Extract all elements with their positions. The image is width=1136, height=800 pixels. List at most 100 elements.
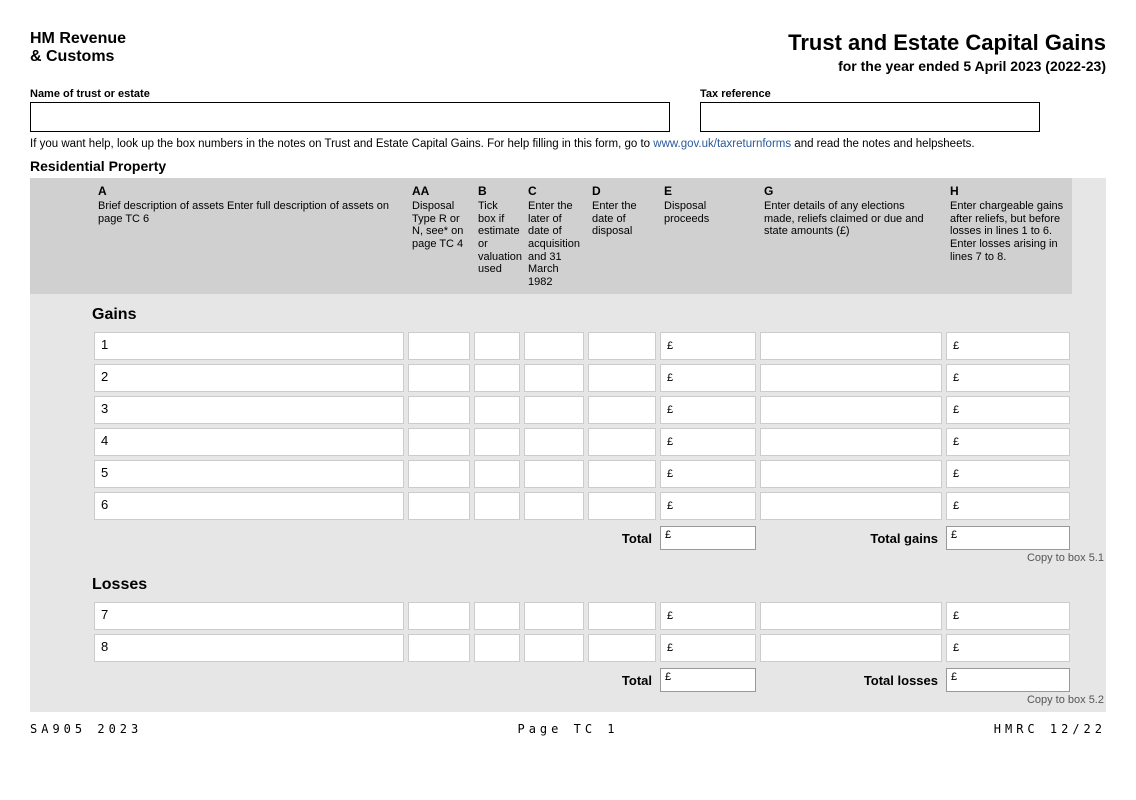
cell-e[interactable]: £ [660,460,756,488]
col-b-header: B Tick box if estimate or valuation used [472,178,522,294]
cell-d[interactable] [588,396,656,424]
cell-aa[interactable] [408,634,470,662]
col-h-header: H Enter chargeable gains after reliefs, … [944,178,1072,294]
losses-label: Losses [92,564,147,600]
cell-a[interactable]: 1 [94,332,404,360]
table-row: 8 £ £ [30,632,1106,664]
col-c-header: C Enter the later of date of acquisition… [522,178,586,294]
col-aa-header: AA Disposal Type R or N, see* on page TC… [406,178,472,294]
cell-h[interactable]: £ [946,332,1070,360]
cell-g[interactable] [760,364,942,392]
cell-b[interactable] [474,332,520,360]
cell-aa[interactable] [408,364,470,392]
gains-label: Gains [92,294,136,330]
gains-total-h-input[interactable]: £ [946,526,1070,550]
hmrc-logo-text: HM Revenue & Customs [30,30,126,67]
cell-a[interactable]: 2 [94,364,404,392]
cell-h[interactable]: £ [946,634,1070,662]
table-row: 6 £ £ [30,490,1106,522]
cell-d[interactable] [588,364,656,392]
col-e-header: E Disposal proceeds [658,178,758,294]
cell-aa[interactable] [408,332,470,360]
page-subtitle: for the year ended 5 April 2023 (2022-23… [788,58,1106,74]
cell-a[interactable]: 4 [94,428,404,456]
cell-a[interactable]: 3 [94,396,404,424]
cell-d[interactable] [588,460,656,488]
cell-h[interactable]: £ [946,492,1070,520]
table-row: 5 £ £ [30,458,1106,490]
cell-b[interactable] [474,492,520,520]
cell-d[interactable] [588,492,656,520]
cell-g[interactable] [760,332,942,360]
cell-c[interactable] [524,332,584,360]
cell-e[interactable]: £ [660,602,756,630]
footer-right: HMRC 12/22 [994,722,1106,736]
gains-copy-note: Copy to box 5.1 [978,550,1106,564]
cell-c[interactable] [524,492,584,520]
cell-h[interactable]: £ [946,364,1070,392]
cell-h[interactable]: £ [946,428,1070,456]
help-url[interactable]: www.gov.uk/taxreturnforms [653,138,791,150]
losses-copy-note: Copy to box 5.2 [978,692,1106,706]
footer-left: SA905 2023 [30,722,142,736]
cell-e[interactable]: £ [660,364,756,392]
table-row: 3 £ £ [30,394,1106,426]
cell-e[interactable]: £ [660,428,756,456]
gains-total-e-input[interactable]: £ [660,526,756,550]
cell-aa[interactable] [408,428,470,456]
cell-c[interactable] [524,364,584,392]
losses-total-h-input[interactable]: £ [946,668,1070,692]
cell-g[interactable] [760,602,942,630]
cell-b[interactable] [474,396,520,424]
page-header: HM Revenue & Customs Trust and Estate Ca… [30,30,1106,74]
title-block: Trust and Estate Capital Gains for the y… [788,30,1106,74]
cell-c[interactable] [524,460,584,488]
table-row: 1 £ £ [30,330,1106,362]
cell-b[interactable] [474,460,520,488]
cell-a[interactable]: 8 [94,634,404,662]
losses-total-e-input[interactable]: £ [660,668,756,692]
cell-c[interactable] [524,396,584,424]
cell-c[interactable] [524,428,584,456]
cell-c[interactable] [524,634,584,662]
ref-input[interactable] [700,102,1040,132]
cell-b[interactable] [474,364,520,392]
cell-d[interactable] [588,332,656,360]
cell-aa[interactable] [408,492,470,520]
cell-h[interactable]: £ [946,602,1070,630]
table-row: 7 £ £ [30,600,1106,632]
cell-e[interactable]: £ [660,492,756,520]
name-ref-row: Name of trust or estate Tax reference [30,88,1106,132]
cell-g[interactable] [760,634,942,662]
cell-b[interactable] [474,634,520,662]
name-input[interactable] [30,102,670,132]
cell-e[interactable]: £ [660,634,756,662]
footer-center: Page TC 1 [517,722,618,736]
cell-a[interactable]: 6 [94,492,404,520]
help-post: and read the notes and helpsheets. [791,138,975,150]
cell-h[interactable]: £ [946,460,1070,488]
gains-total-row: Total £ Total gains £ [30,526,1106,550]
cell-a[interactable]: 5 [94,460,404,488]
cell-g[interactable] [760,396,942,424]
cell-b[interactable] [474,602,520,630]
cell-aa[interactable] [408,396,470,424]
ref-label: Tax reference [700,88,1040,100]
cell-aa[interactable] [408,602,470,630]
cell-aa[interactable] [408,460,470,488]
cell-g[interactable] [760,460,942,488]
cell-d[interactable] [588,634,656,662]
cell-d[interactable] [588,602,656,630]
cell-a[interactable]: 7 [94,602,404,630]
losses-total-row: Total £ Total losses £ [30,668,1106,692]
col-a-header: A Brief description of assets Enter full… [92,178,406,294]
cell-h[interactable]: £ [946,396,1070,424]
cell-b[interactable] [474,428,520,456]
col-d-header: D Enter the date of disposal [586,178,658,294]
cell-d[interactable] [588,428,656,456]
cell-e[interactable]: £ [660,396,756,424]
cell-e[interactable]: £ [660,332,756,360]
cell-c[interactable] [524,602,584,630]
cell-g[interactable] [760,492,942,520]
cell-g[interactable] [760,428,942,456]
